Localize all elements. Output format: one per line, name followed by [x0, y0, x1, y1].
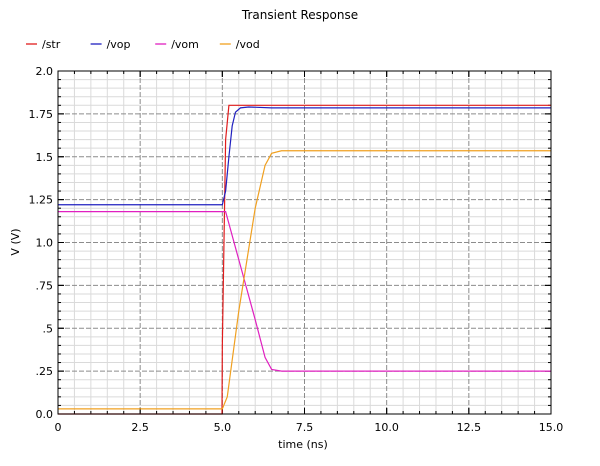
y-tick-label: .75: [36, 279, 54, 292]
x-tick-label: 7.5: [296, 421, 314, 434]
y-tick-label: 1.5: [36, 151, 54, 164]
y-tick-label: 1.0: [36, 237, 54, 250]
legend-item[interactable]: /vod: [219, 38, 260, 51]
series-line-vop: [58, 106, 551, 206]
y-tick-label: 1.25: [29, 194, 54, 207]
x-axis-label: time (ns): [278, 438, 328, 451]
y-tick-label: 1.75: [29, 108, 54, 121]
y-tick-label: 0.0: [36, 408, 54, 421]
x-tick-label: 2.5: [131, 421, 149, 434]
series-line-vom: [58, 211, 551, 372]
series-line-vod: [58, 150, 551, 410]
legend-label: /str: [42, 38, 61, 51]
x-tick-label: 15.0: [539, 421, 564, 434]
legend: /str/vop/vom/vod: [26, 38, 260, 51]
legend-label: /vop: [107, 38, 131, 51]
x-tick-label: 0: [55, 421, 62, 434]
chart-title: Transient Response: [241, 8, 358, 22]
x-tick-label: 12.5: [457, 421, 482, 434]
plot-frame: [57, 70, 552, 415]
plot-area: 0 2.5 5.0 7.5 10.0 12.5 15.0 0.0 .25 .5 .75 1.0 1.25…: [29, 65, 564, 434]
y-axis-label: V (V): [9, 228, 22, 255]
legend-label: /vom: [171, 38, 199, 51]
y-tick-label: 2.0: [36, 65, 54, 78]
y-tick-label: .5: [43, 322, 54, 335]
x-tick-label: 10.0: [374, 421, 399, 434]
legend-label: /vod: [236, 38, 260, 51]
legend-item[interactable]: /vop: [90, 38, 131, 51]
legend-item[interactable]: /str: [26, 38, 61, 51]
x-tick-label: 5.0: [214, 421, 232, 434]
y-tick-label: .25: [36, 365, 54, 378]
legend-item[interactable]: /vom: [155, 38, 199, 51]
